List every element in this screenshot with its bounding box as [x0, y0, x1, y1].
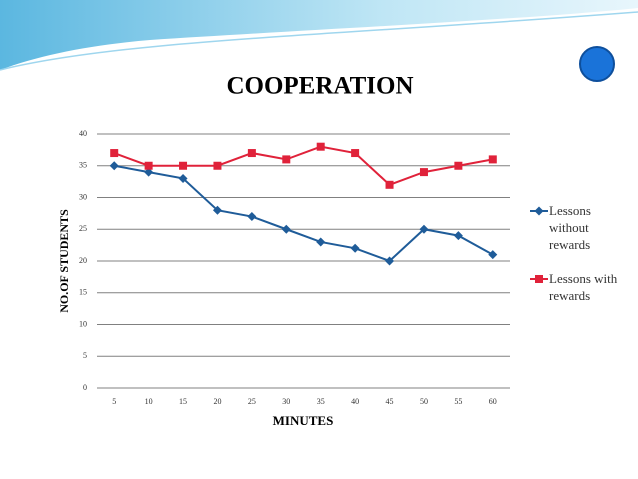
y-tick-label: 10 — [79, 319, 87, 328]
data-point — [281, 224, 291, 234]
x-tick-label: 60 — [489, 397, 497, 406]
legend-label: Lessons with rewards — [549, 271, 618, 303]
series-line — [113, 145, 493, 186]
x-tick-label: 15 — [179, 397, 187, 406]
y-tick-label: 40 — [79, 129, 87, 138]
x-tick-label: 50 — [420, 397, 428, 406]
y-tick-label: 20 — [79, 256, 87, 265]
data-point — [453, 231, 463, 241]
x-tick-label: 10 — [145, 397, 153, 406]
header-wave — [0, 0, 638, 70]
y-tick-label: 0 — [83, 383, 87, 392]
data-point — [488, 250, 498, 260]
legend-marker — [534, 206, 544, 216]
x-tick-label: 40 — [351, 397, 359, 406]
x-tick-label: 5 — [112, 397, 116, 406]
y-tick-label: 30 — [79, 192, 87, 201]
x-tick-label: 35 — [317, 397, 325, 406]
y-tick-label: 5 — [83, 351, 87, 360]
data-point — [212, 205, 222, 215]
data-point — [179, 161, 188, 170]
y-tick-label: 25 — [79, 224, 87, 233]
data-point — [385, 180, 394, 189]
data-point — [488, 155, 497, 164]
chart-title: COOPERATION — [226, 73, 413, 100]
wave-line — [0, 11, 638, 71]
x-tick-label: 20 — [213, 397, 221, 406]
data-point — [419, 224, 429, 234]
data-point — [178, 173, 188, 183]
x-tick-label: 30 — [282, 397, 290, 406]
data-point — [385, 256, 395, 266]
data-point — [454, 161, 463, 170]
data-point — [213, 161, 222, 170]
series-line — [114, 164, 494, 263]
data-point — [419, 168, 428, 177]
y-axis-label: NO.OF STUDENTS — [57, 209, 71, 313]
data-point — [247, 149, 256, 158]
legend-label: Lessons without rewards — [549, 203, 591, 252]
data-point — [247, 212, 257, 222]
x-tick-label: 55 — [454, 397, 462, 406]
data-point — [109, 161, 119, 171]
data-point — [316, 237, 326, 247]
data-point — [110, 149, 119, 158]
y-tick-label: 35 — [79, 161, 87, 170]
data-point — [350, 243, 360, 253]
data-point — [282, 155, 291, 164]
data-point — [144, 167, 154, 177]
x-tick-label: 45 — [386, 397, 394, 406]
y-tick-label: 15 — [79, 288, 87, 297]
x-axis-label: MINUTES — [273, 413, 334, 428]
data-point — [351, 149, 360, 158]
x-tick-label: 25 — [248, 397, 256, 406]
data-point — [144, 161, 153, 170]
decor-circle — [579, 46, 615, 82]
legend-marker — [535, 275, 543, 283]
data-point — [316, 142, 325, 151]
